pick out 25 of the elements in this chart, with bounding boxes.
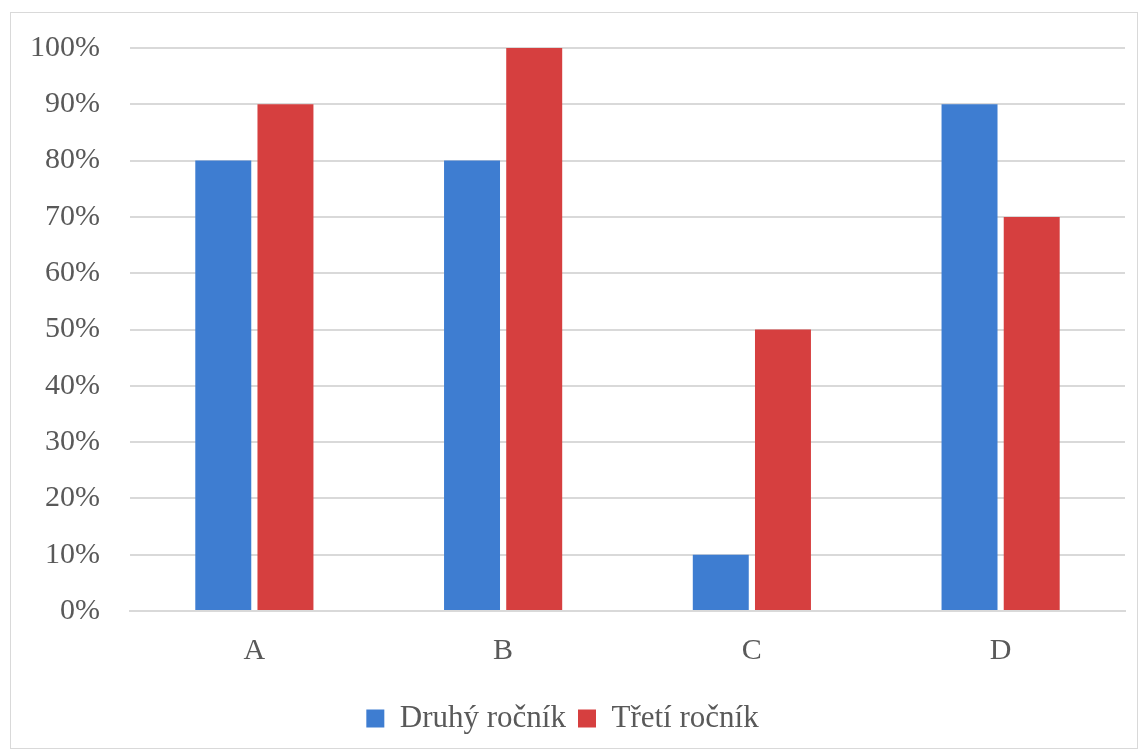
y-tick-label: 80% [44, 141, 100, 175]
bar [754, 329, 811, 610]
y-tick-label: 50% [44, 310, 100, 344]
legend-label: Třetí ročník [611, 698, 760, 734]
y-tick-label: 10% [44, 535, 100, 569]
y-tick-label: 0% [59, 591, 100, 625]
y-tick-label: 70% [44, 197, 100, 231]
bar [257, 104, 314, 610]
legend-label: Druhý ročník [399, 698, 567, 734]
bar [506, 48, 563, 610]
bar [941, 104, 998, 610]
x-tick-label: D [989, 631, 1012, 665]
y-tick-label: 100% [29, 28, 100, 62]
bar [1003, 216, 1060, 610]
y-tick-label: 60% [44, 254, 100, 288]
bar [444, 160, 501, 610]
y-tick-label: 90% [44, 85, 100, 119]
x-tick-label: B [493, 631, 514, 665]
y-tick-label: 30% [44, 422, 100, 456]
x-tick-label: A [243, 631, 266, 665]
bar [692, 554, 749, 610]
y-tick-label: 20% [44, 479, 100, 513]
bar [195, 160, 252, 610]
y-tick-label: 40% [44, 366, 100, 400]
x-tick-label: C [741, 631, 762, 665]
